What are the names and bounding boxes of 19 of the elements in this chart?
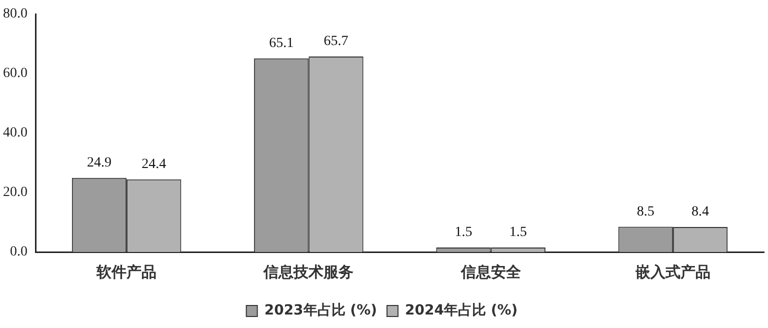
y-tick-label: 60.0 — [3, 66, 28, 82]
y-tick-label: 80.0 — [3, 6, 28, 22]
data-label: 65.7 — [324, 34, 348, 50]
y-tick-label: 40.0 — [3, 126, 28, 141]
data-label: 24.9 — [86, 156, 112, 171]
data-label: 1.5 — [509, 225, 527, 240]
data-label: 8.5 — [636, 204, 654, 220]
y-tick-label: 0.0 — [10, 244, 28, 260]
x-tick-label: 软件产品 — [96, 262, 157, 281]
y-tick-label: 20.0 — [3, 185, 28, 200]
data-label: 65.1 — [269, 36, 294, 51]
x-tick-label: 嵌入式产品 — [634, 262, 710, 281]
data-label: 1.5 — [454, 225, 472, 240]
legend-label: 2023年占比 (%) — [264, 302, 378, 319]
data-label: 24.4 — [142, 157, 166, 172]
x-tick-label: 信息安全 — [460, 262, 522, 281]
x-tick-label: 信息技术服务 — [262, 262, 354, 281]
data-label: 8.4 — [692, 204, 710, 220]
legend-label: 2024年占比 (%) — [405, 302, 518, 319]
